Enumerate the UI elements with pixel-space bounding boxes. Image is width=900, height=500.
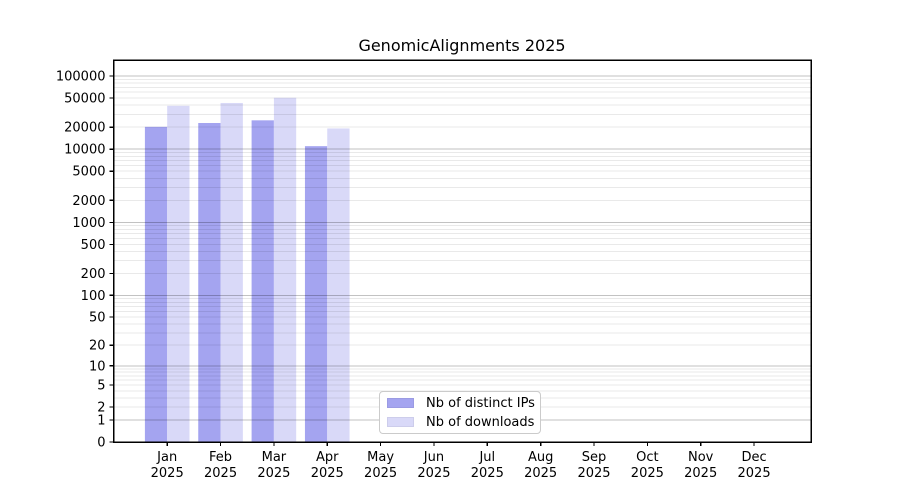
x-tick-label-year-feb: 2025 <box>204 466 237 481</box>
legend-swatch-distinct-ips <box>387 398 414 408</box>
y-tick-label-100: 100 <box>81 289 106 304</box>
y-tick-label-100000: 100000 <box>56 69 106 84</box>
bar-downloads-mar <box>273 97 297 442</box>
y-tick-label-2: 2 <box>97 401 105 416</box>
x-tick-label-year-apr: 2025 <box>311 466 344 481</box>
x-tick-label-month-jan: Jan <box>156 450 177 465</box>
plot-border <box>112 59 812 443</box>
x-axis: Jan2025Feb2025Mar2025Apr2025May2025Jun20… <box>151 442 771 481</box>
y-tick-label-10000: 10000 <box>64 143 105 158</box>
legend-swatch-downloads <box>387 417 414 427</box>
y-tick-label-2000: 2000 <box>72 194 105 209</box>
x-tick-label-year-jul: 2025 <box>471 466 504 481</box>
x-tick-label-year-jan: 2025 <box>151 466 184 481</box>
y-tick-label-0: 0 <box>97 436 105 451</box>
y-tick-label-5: 5 <box>97 379 105 394</box>
bar-downloads-apr <box>327 128 350 442</box>
x-tick-label-month-oct: Oct <box>636 450 658 465</box>
x-tick-label-month-dec: Dec <box>741 450 766 465</box>
x-tick-label-month-sep: Sep <box>582 450 607 465</box>
y-tick-label-1: 1 <box>97 413 105 428</box>
bar-downloads-feb <box>220 102 243 442</box>
y-tick-label-5000: 5000 <box>72 165 105 180</box>
y-tick-label-20: 20 <box>89 339 106 354</box>
bars <box>144 97 350 443</box>
x-tick-label-month-apr: Apr <box>316 450 339 465</box>
x-tick-label-year-aug: 2025 <box>524 466 557 481</box>
x-tick-label-year-jun: 2025 <box>417 466 450 481</box>
x-tick-label-month-feb: Feb <box>209 450 232 465</box>
x-tick-label-year-mar: 2025 <box>257 466 290 481</box>
y-tick-label-50: 50 <box>89 311 106 326</box>
x-tick-label-year-dec: 2025 <box>738 466 771 481</box>
x-tick-label-month-jul: Jul <box>478 450 495 465</box>
legend-item-distinct-ips: Nb of distinct IPs <box>387 397 540 410</box>
legend: Nb of distinct IPs Nb of downloads <box>379 391 541 434</box>
y-axis: 1000005000020000100005000200010005002001… <box>56 69 114 451</box>
y-tick-label-500: 500 <box>81 238 106 253</box>
x-tick-label-year-may: 2025 <box>364 466 397 481</box>
legend-item-downloads: Nb of downloads <box>387 416 540 429</box>
y-tick-label-50000: 50000 <box>64 92 105 107</box>
bar-distinct-ips-jan <box>144 126 168 442</box>
bar-distinct-ips-mar <box>251 120 274 442</box>
y-tick-label-1000: 1000 <box>72 216 105 231</box>
x-tick-label-year-sep: 2025 <box>577 466 610 481</box>
x-tick-label-month-jun: Jun <box>423 450 444 465</box>
y-tick-label-20000: 20000 <box>64 121 105 136</box>
y-tick-label-10: 10 <box>89 359 106 374</box>
chart-title: GenomicAlignments 2025 <box>358 36 566 55</box>
x-tick-label-month-nov: Nov <box>688 450 714 465</box>
y-tick-label-200: 200 <box>81 267 106 282</box>
x-tick-label-year-nov: 2025 <box>684 466 717 481</box>
bar-distinct-ips-feb <box>198 122 221 442</box>
bar-distinct-ips-apr <box>304 146 328 442</box>
legend-label-downloads: Nb of downloads <box>426 414 535 430</box>
legend-label-distinct-ips: Nb of distinct IPs <box>426 395 535 411</box>
x-tick-label-month-mar: Mar <box>262 450 287 465</box>
bar-downloads-jan <box>167 105 190 443</box>
x-tick-label-month-may: May <box>367 450 394 465</box>
x-tick-label-year-oct: 2025 <box>631 466 664 481</box>
x-tick-label-month-aug: Aug <box>528 450 553 465</box>
